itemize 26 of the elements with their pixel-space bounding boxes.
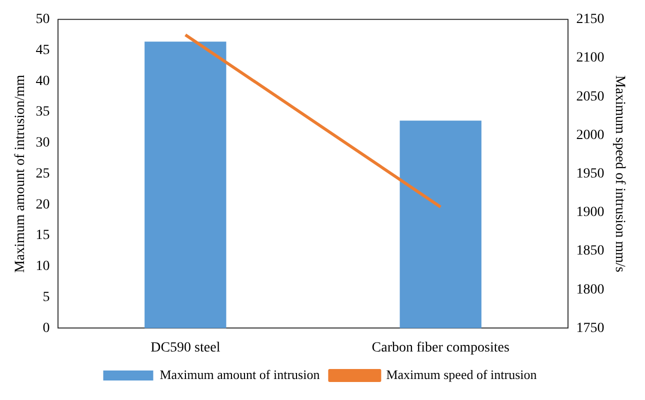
y2-tick-label: 2150 [576,12,604,28]
legend-label: Maximum amount of intrusion [160,366,320,382]
y2-tick-label: 1800 [576,282,604,298]
y2-tick-label: 1950 [576,166,604,182]
y2-tick-label: 1850 [576,244,604,259]
x-tick-label: DC590 steel [150,340,220,356]
y-tick-label: 30 [36,136,50,151]
y2-tick-label: 2100 [576,50,604,66]
y-axis-title: Maximum amount of intrusion/mm [13,74,28,273]
x-tick-label: Carbon fiber composites [372,340,510,356]
y2-axis-title: Maximum speed of intrusion mm/s [612,75,627,272]
y-tick-label: 50 [36,12,50,28]
y-tick-label: 35 [36,104,50,120]
y2-tick-label: 1900 [576,205,604,220]
legend-label: Maximum speed of intrusion [386,366,538,382]
y2-tick-label: 2050 [576,89,604,104]
y-tick-label: 10 [36,259,50,274]
y2-tick-label: 1750 [576,320,604,336]
y-tick-label: 15 [36,228,50,244]
y-tick-label: 20 [36,197,50,212]
y-tick-label: 5 [42,290,50,305]
y-tick-label: 25 [36,166,50,182]
y-tick-label: 45 [36,42,50,58]
y-tick-label: 0 [42,320,50,336]
y2-tick-label: 2000 [576,128,604,143]
y-tick-label: 40 [36,74,50,89]
